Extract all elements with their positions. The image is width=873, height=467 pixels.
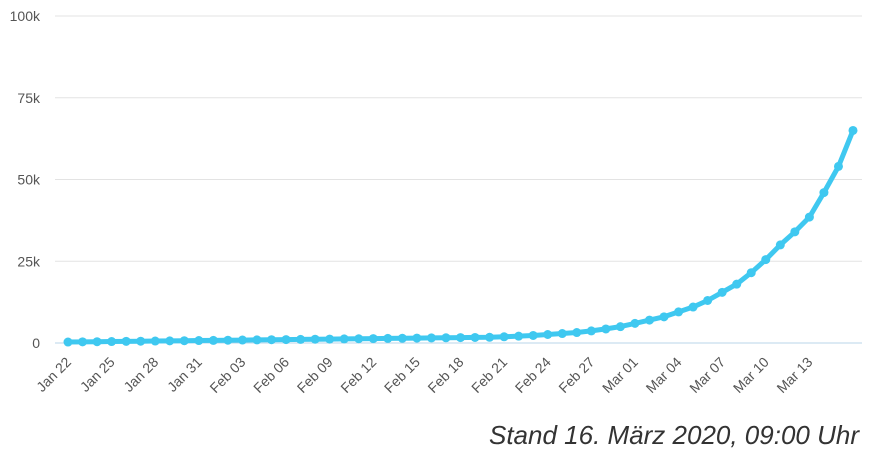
data-point <box>586 326 596 336</box>
x-tick-label: Mar 13 <box>773 354 815 396</box>
data-point <box>165 336 175 346</box>
data-point <box>833 161 843 171</box>
data-point <box>848 125 858 135</box>
x-tick-label: Mar 07 <box>686 354 728 396</box>
x-tick-label: Jan 25 <box>77 354 118 395</box>
data-point <box>150 336 160 346</box>
data-point <box>237 335 247 345</box>
data-point <box>208 335 218 345</box>
x-tick-label: Feb 03 <box>206 354 248 396</box>
data-point <box>543 329 553 339</box>
data-point <box>441 333 451 343</box>
x-tick-label: Jan 31 <box>164 354 205 395</box>
data-point <box>121 336 131 346</box>
data-point <box>514 331 524 341</box>
data-point <box>136 336 146 346</box>
data-point <box>572 328 582 338</box>
data-point <box>194 336 204 346</box>
data-point <box>78 337 88 347</box>
data-point <box>717 287 727 297</box>
data-point <box>339 334 349 344</box>
data-point <box>383 333 393 343</box>
data-point <box>615 322 625 332</box>
x-tick-label: Mar 01 <box>599 354 641 396</box>
data-point <box>688 302 698 312</box>
x-tick-label: Mar 10 <box>730 354 772 396</box>
data-point <box>601 324 611 334</box>
data-point <box>499 332 509 342</box>
date-footnote: Stand 16. März 2020, 09:00 Uhr <box>488 420 859 450</box>
x-tick-label: Feb 12 <box>337 354 379 396</box>
data-point <box>426 333 436 343</box>
data-point <box>485 332 495 342</box>
x-tick-label: Mar 04 <box>643 354 685 396</box>
y-tick-label: 100k <box>10 8 41 24</box>
data-point <box>354 334 364 344</box>
x-tick-label: Feb 27 <box>555 354 597 396</box>
y-tick-label: 50k <box>17 172 41 188</box>
y-tick-label: 25k <box>17 253 41 269</box>
data-point <box>63 337 73 347</box>
data-point <box>267 335 277 345</box>
data-point <box>368 334 378 344</box>
data-point <box>804 212 814 222</box>
data-point <box>761 255 771 265</box>
data-point <box>528 330 538 340</box>
data-point <box>775 240 785 250</box>
data-point <box>703 295 713 305</box>
data-point <box>179 336 189 346</box>
x-tick-label: Jan 28 <box>120 354 161 395</box>
y-tick-label: 0 <box>32 335 40 351</box>
data-point <box>732 279 742 289</box>
data-point <box>107 337 117 347</box>
data-point <box>470 332 480 342</box>
x-tick-label: Feb 21 <box>468 354 510 396</box>
data-point <box>252 335 262 345</box>
series-line <box>65 127 856 345</box>
data-point <box>674 307 684 317</box>
data-point <box>325 334 335 344</box>
y-tick-label: 75k <box>17 90 41 106</box>
x-tick-label: Feb 09 <box>294 354 336 396</box>
data-point <box>456 333 465 343</box>
data-point <box>790 227 800 237</box>
data-point <box>397 333 407 343</box>
x-tick-label: Jan 22 <box>33 354 74 395</box>
data-point <box>223 335 233 345</box>
x-tick-label: Feb 24 <box>512 354 554 396</box>
data-point <box>296 334 306 344</box>
x-tick-label: Feb 18 <box>424 354 466 396</box>
data-point <box>412 333 422 343</box>
x-tick-label: Feb 06 <box>250 354 292 396</box>
data-point <box>557 329 567 339</box>
data-point <box>644 315 654 325</box>
data-point <box>281 335 291 345</box>
data-point <box>746 268 756 278</box>
data-point <box>819 188 829 198</box>
x-tick-label: Feb 15 <box>381 354 423 396</box>
data-point <box>659 312 669 322</box>
data-point <box>310 334 320 344</box>
data-point <box>630 318 640 328</box>
data-point <box>92 337 102 347</box>
